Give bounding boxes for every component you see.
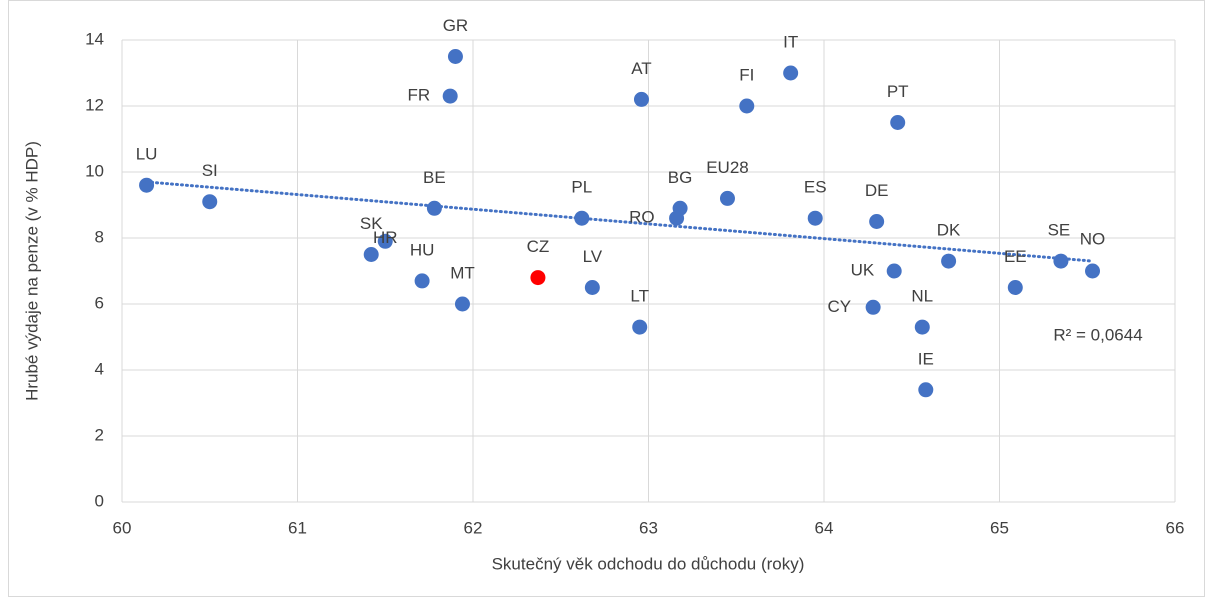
point-label: PL [571,178,592,197]
data-point [1007,280,1023,295]
point-label: IE [918,349,934,368]
data-point [1053,253,1069,269]
y-tick-label: 12 [85,95,104,114]
y-axis-title: Hrubé výdaje na penze (v % HDP) [22,141,41,401]
data-point [574,210,590,226]
y-tick-label: 6 [95,293,104,312]
data-point [1085,263,1101,279]
data-point [890,115,906,130]
y-tick-label: 8 [95,227,104,246]
data-point [202,194,218,210]
data-point [886,263,902,279]
point-label: ES [804,178,827,197]
data-point [633,91,649,107]
data-point [914,319,930,335]
data-point [377,233,393,249]
data-point [632,319,648,335]
trendline [145,180,1095,263]
chart-border [8,0,1205,597]
data-point [783,65,799,81]
data-point [807,210,823,226]
point-label: GR [443,16,469,35]
data-point [426,200,442,216]
data-point [447,49,463,64]
point-label: FR [408,86,431,105]
data-point [363,247,379,262]
point-label: LU [136,145,158,164]
point-label: HR [373,228,398,247]
point-label: DK [937,221,961,240]
data-point [584,280,600,295]
point-label: UK [851,260,875,279]
x-axis-title: Skutečný věk odchodu do důchodu (roky) [492,554,805,573]
data-point [918,382,934,398]
data-point [869,214,885,229]
data-point [139,177,155,193]
point-label: SI [202,161,218,180]
y-tick-label: 2 [95,425,104,444]
x-tick-label: 60 [113,518,132,537]
y-tick-label: 10 [85,161,104,180]
point-label: NO [1080,229,1106,248]
point-label: NL [911,287,933,306]
x-tick-label: 66 [1166,518,1185,537]
data-point [739,98,755,114]
point-label: FI [739,65,754,84]
data-point [454,296,470,312]
point-label: EU28 [706,158,749,177]
point-label: BE [423,168,446,187]
point-label: PT [887,82,909,101]
data-point [865,299,881,315]
point-label: DE [865,181,889,200]
data-point [414,273,430,289]
point-label: CZ [527,237,550,256]
data-point [941,253,957,269]
x-tick-label: 62 [464,518,483,537]
point-label: RO [629,208,655,227]
data-point [530,270,546,286]
point-label: CY [828,297,852,316]
point-label: SK [360,214,383,233]
x-tick-label: 63 [639,518,658,537]
data-point [442,88,458,104]
point-label: IT [783,32,798,51]
data-point [672,200,688,216]
x-tick-label: 65 [990,518,1009,537]
y-tick-label: 0 [95,491,104,510]
point-label: MT [450,263,475,282]
point-label: BG [668,168,693,187]
point-label: AT [631,59,651,78]
point-label: LV [583,247,603,266]
data-point [719,190,735,206]
point-label: EE [1004,247,1027,266]
trendline-label: R² = 0,0644 [1053,325,1142,344]
point-label: LT [630,287,649,306]
y-tick-label: 14 [85,29,104,48]
point-label: HU [410,240,435,259]
x-tick-label: 64 [815,518,834,537]
y-tick-label: 4 [95,359,104,378]
point-label: SE [1048,221,1071,240]
x-tick-label: 61 [288,518,307,537]
